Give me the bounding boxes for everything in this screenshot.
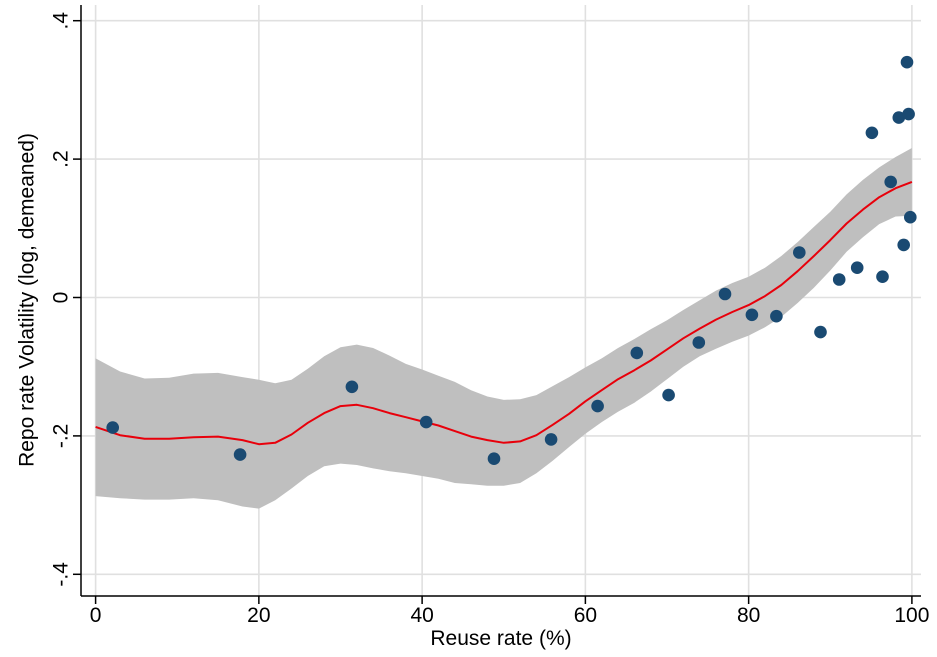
confidence-band: [95, 148, 912, 509]
x-tick-label: 80: [737, 604, 760, 627]
axes: [73, 5, 921, 604]
scatter-point: [793, 246, 806, 259]
scatter-point: [544, 433, 558, 446]
scatter-point: [876, 270, 889, 284]
x-tick-label: 60: [574, 604, 597, 627]
scatter-point: [662, 388, 675, 402]
scatter-point: [892, 111, 906, 124]
y-tick-label: 0: [50, 292, 73, 304]
tick-labels: 0 20 40 60 80 100 -.4 -.2 0 .2 .4: [50, 12, 930, 627]
x-tick-label: 40: [410, 604, 433, 627]
scatter-point: [902, 107, 915, 121]
scatter-point: [233, 448, 247, 461]
scatter-point: [884, 175, 897, 189]
ci-band: [95, 148, 912, 509]
fit-line: [95, 180, 913, 446]
y-axis-title: Repo rate Volatility (log, demeaned): [16, 133, 39, 467]
scatter-point: [900, 55, 914, 69]
scatter-point: [865, 126, 879, 140]
y-tick-label: .2: [50, 150, 73, 168]
scatter-point: [487, 452, 501, 466]
scatter-point: [770, 309, 783, 323]
scatter-point: [850, 261, 864, 275]
scatter-point: [814, 325, 827, 339]
scatter-points: [106, 55, 917, 466]
scatter-point: [106, 421, 119, 434]
scatter-point: [718, 287, 732, 301]
scatter-point: [745, 308, 759, 322]
scatter-point: [345, 380, 359, 394]
fit-line-group: [95, 180, 913, 446]
scatter-point: [897, 238, 910, 252]
scatter-point: [630, 346, 644, 360]
scatter-point: [692, 336, 706, 349]
scatter-point: [904, 210, 917, 224]
x-tick-label: 20: [247, 604, 270, 627]
y-tick-label: .4: [50, 12, 73, 30]
scatter-point: [591, 399, 604, 413]
y-tick-label: -.2: [50, 424, 73, 449]
scatter-point: [832, 273, 846, 286]
x-tick-label: 0: [90, 604, 102, 627]
scatter-point: [419, 415, 433, 429]
x-axis-title: Reuse rate (%): [430, 627, 571, 650]
y-tick-label: -.4: [50, 562, 73, 587]
x-tick-label: 100: [894, 604, 929, 627]
